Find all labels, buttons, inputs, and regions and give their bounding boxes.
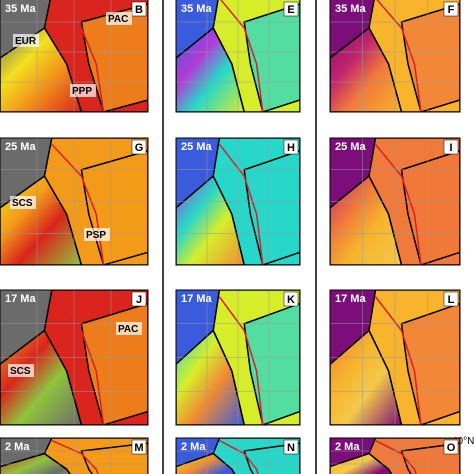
- plate-label: PPP: [72, 86, 92, 97]
- age-label: 25 Ma: [5, 141, 36, 153]
- panel-frame: [329, 0, 461, 113]
- panel-letter: H: [287, 142, 295, 154]
- plate: [330, 174, 403, 265]
- map-panel: [330, 138, 460, 265]
- panel-letter: G: [135, 142, 144, 154]
- trench: [219, 439, 259, 474]
- plate: [243, 302, 300, 425]
- letter-box: [443, 139, 459, 155]
- age-label: 25 Ma: [335, 141, 366, 153]
- panel-frame: [329, 289, 461, 426]
- panel-letter: E: [287, 4, 294, 16]
- age-label: 17 Ma: [181, 293, 212, 305]
- panel-letter: M: [134, 442, 143, 454]
- panel-letter: F: [448, 4, 455, 16]
- panel-frame: [0, 437, 149, 474]
- label-box: [13, 34, 39, 47]
- letter-box: [283, 439, 299, 455]
- plate-label: EUR: [15, 36, 37, 47]
- label-box: [116, 322, 142, 335]
- plate: [176, 329, 245, 425]
- panel-frame: [175, 0, 301, 113]
- label-box: [106, 12, 132, 25]
- label-box: [84, 228, 110, 241]
- trench: [51, 296, 105, 425]
- panel-letter: I: [449, 142, 452, 154]
- latitude-label: 40°N: [452, 436, 474, 447]
- plate: [176, 174, 245, 265]
- letter-box: [283, 291, 299, 307]
- panel-frame: [0, 0, 149, 113]
- plate-label: PSP: [86, 230, 106, 241]
- panel-frame: [175, 137, 301, 266]
- letter-box: [443, 1, 459, 17]
- age-label: 2 Ma: [335, 441, 360, 453]
- trench: [374, 296, 422, 425]
- plate: [400, 302, 460, 425]
- map-panel: [176, 438, 300, 474]
- age-label: 17 Ma: [335, 293, 366, 305]
- map-panel: [176, 290, 300, 425]
- letter-box: [283, 1, 299, 17]
- plate-label: PAC: [118, 324, 138, 335]
- age-label: 17 Ma: [5, 293, 36, 305]
- letter-box: [443, 291, 459, 307]
- panel-frame: [175, 289, 301, 426]
- map-panel: [0, 290, 148, 425]
- trench: [218, 143, 264, 265]
- panel-letter: L: [448, 294, 455, 306]
- panel-frame: [0, 289, 149, 426]
- trench: [374, 143, 422, 265]
- map-panel: [330, 290, 460, 425]
- trench: [218, 296, 264, 425]
- age-label: 2 Ma: [5, 441, 30, 453]
- letter-box: [131, 439, 147, 455]
- trench: [52, 0, 105, 112]
- panel-frame: [175, 437, 301, 474]
- age-label: 35 Ma: [5, 3, 36, 15]
- age-label: 25 Ma: [181, 141, 212, 153]
- age-label: 35 Ma: [181, 3, 212, 15]
- plate: [0, 26, 83, 112]
- age-label: 2 Ma: [181, 441, 206, 453]
- panel-letter: J: [136, 294, 142, 306]
- map-panel: [176, 0, 300, 112]
- letter-box: [131, 1, 147, 17]
- map-panel: [176, 138, 300, 265]
- panel-letter: N: [287, 442, 295, 454]
- map-panel: [0, 438, 148, 474]
- plate: [176, 26, 245, 112]
- label-box: [10, 196, 36, 209]
- plate: [0, 329, 83, 425]
- panel-letter: O: [447, 442, 456, 454]
- label-box: [8, 364, 34, 377]
- letter-box: [443, 439, 459, 455]
- trench: [220, 0, 264, 112]
- age-label: 35 Ma: [335, 3, 366, 15]
- plate: [330, 26, 403, 112]
- plate: [330, 329, 403, 425]
- panel-letter: K: [287, 294, 295, 306]
- plate-label: PAC: [108, 14, 128, 25]
- panel-frame: [329, 137, 461, 266]
- trench: [376, 0, 422, 112]
- trench: [375, 439, 417, 474]
- letter-box: [283, 139, 299, 155]
- plate-label: SCS: [12, 198, 33, 209]
- letter-box: [131, 291, 147, 307]
- panel-letter: B: [135, 4, 143, 16]
- panel-frame: [329, 437, 461, 474]
- letter-box: [131, 139, 147, 155]
- trench: [51, 439, 99, 474]
- label-box: [70, 84, 96, 97]
- plate-label: SCS: [10, 366, 31, 377]
- panel-frame: [0, 137, 149, 266]
- map-panel: [330, 0, 460, 112]
